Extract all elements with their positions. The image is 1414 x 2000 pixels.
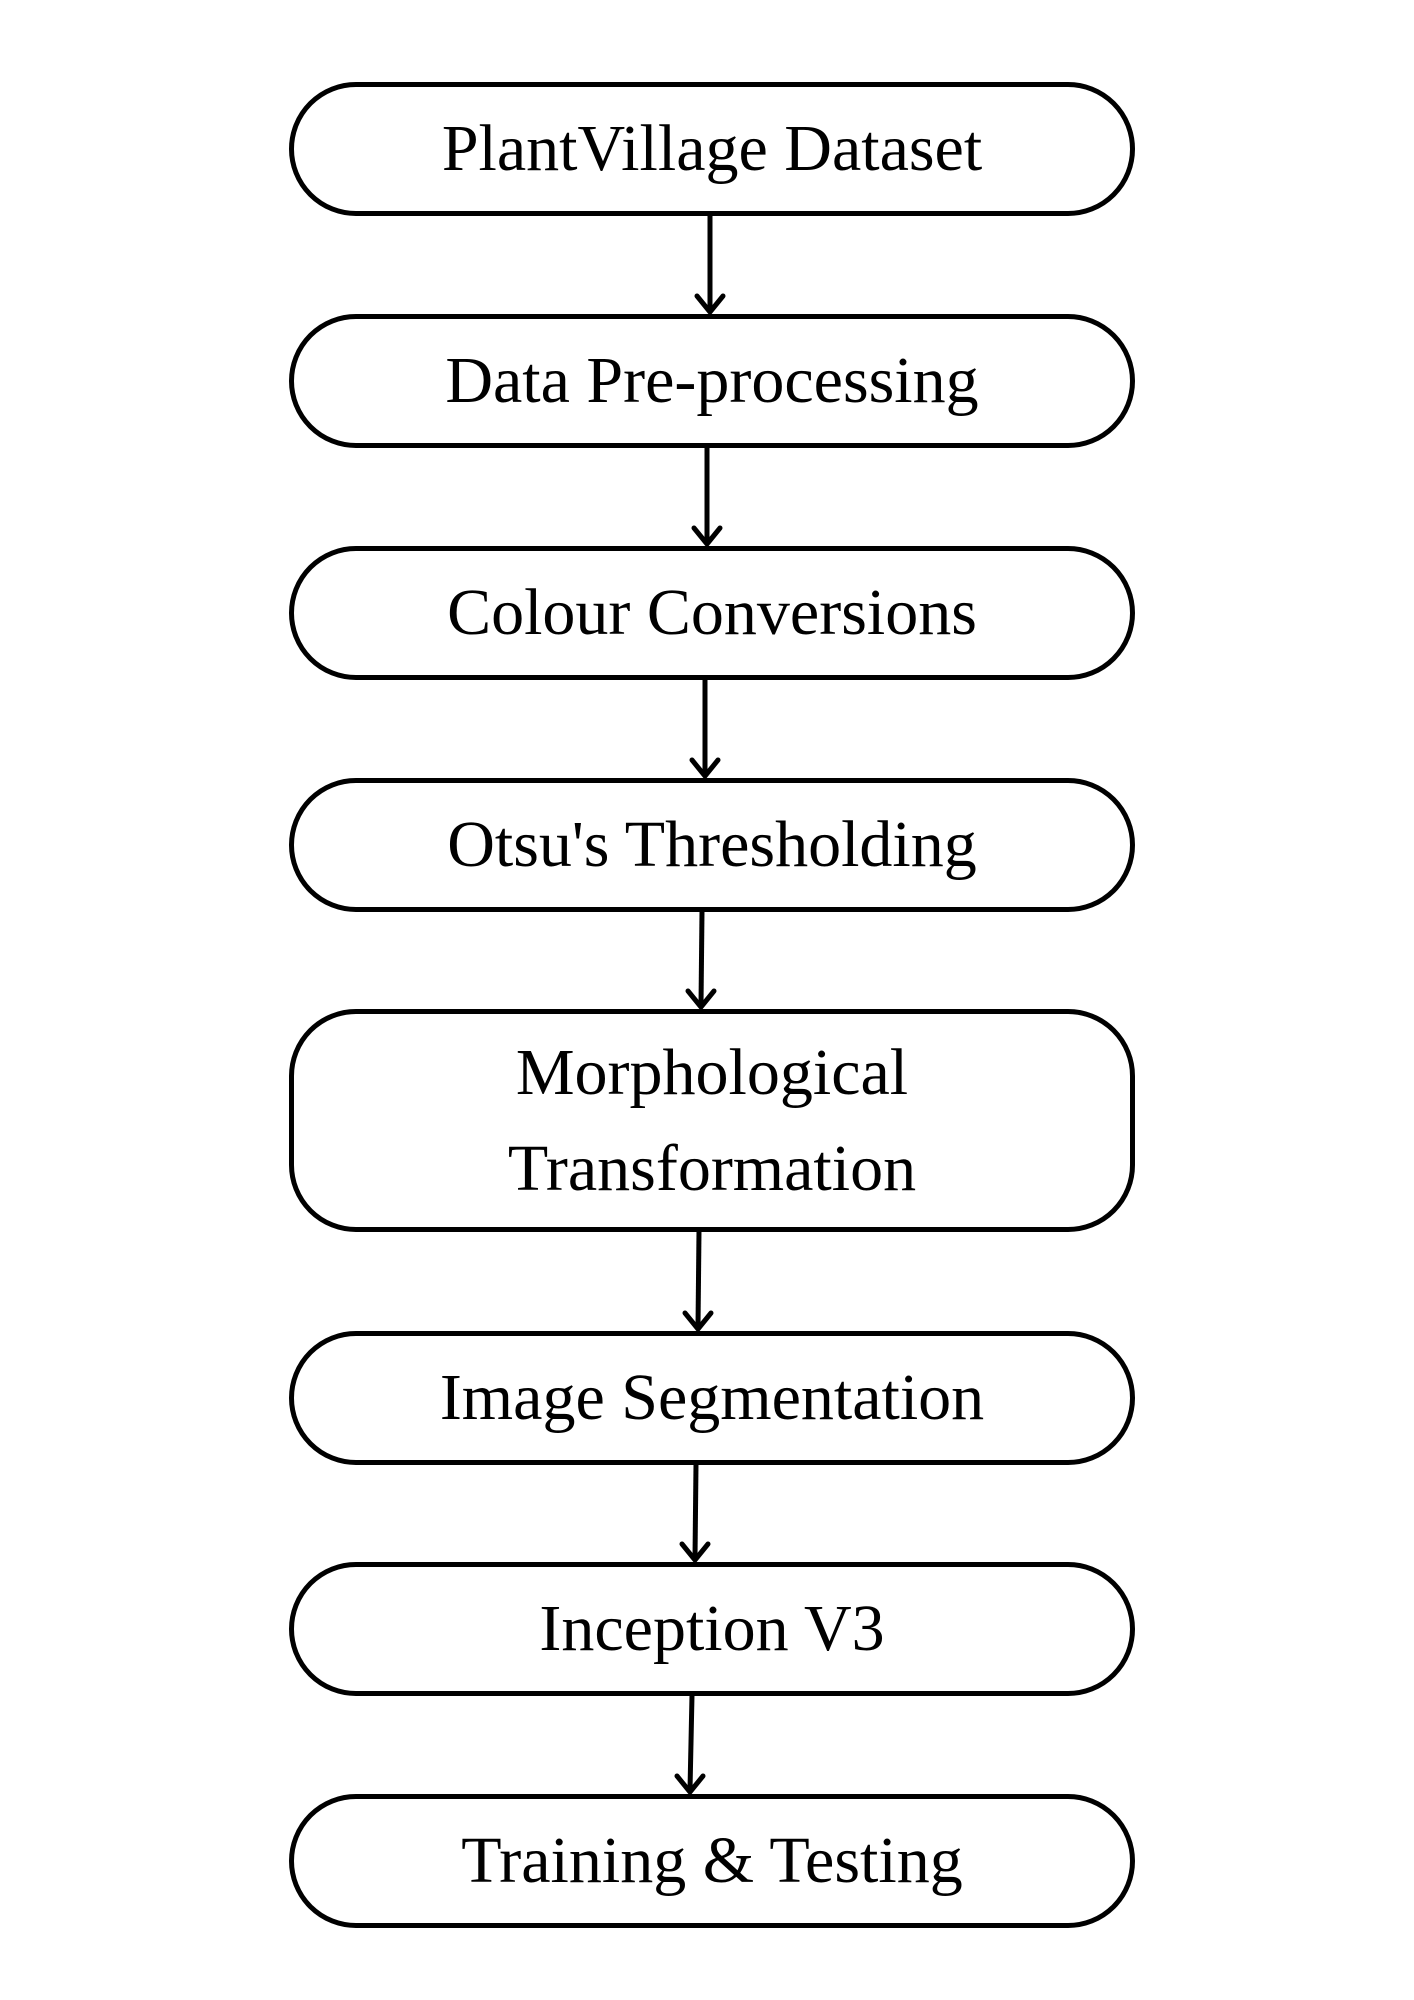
step-label: Otsu's Thresholding <box>447 808 977 881</box>
arrow-head <box>682 1310 714 1332</box>
step-morphological-transformation: Morphological Transformation <box>289 1009 1135 1232</box>
step-label: Inception V3 <box>539 1592 885 1665</box>
step-plantvillage-dataset: PlantVillage Dataset <box>289 82 1135 216</box>
step-training-testing: Training & Testing <box>289 1794 1135 1928</box>
connector-arrow <box>682 1230 714 1332</box>
arrow-head <box>685 988 717 1010</box>
connector-arrow <box>674 1694 706 1795</box>
connector-arrow <box>685 910 717 1010</box>
arrow-head <box>689 757 721 779</box>
connector-arrow <box>691 447 723 547</box>
step-label: Image Segmentation <box>439 1361 985 1434</box>
step-inception-v3: Inception V3 <box>289 1562 1135 1696</box>
arrow-head <box>691 525 723 547</box>
step-image-segmentation: Image Segmentation <box>289 1331 1135 1465</box>
arrow-shaft <box>698 910 705 1006</box>
connector-arrow <box>689 679 721 779</box>
step-label: Training & Testing <box>461 1824 963 1897</box>
arrow-shaft <box>692 1463 699 1559</box>
connector-arrow <box>694 215 726 315</box>
arrow-head <box>679 1541 711 1563</box>
step-otsu-thresholding: Otsu's Thresholding <box>289 778 1135 912</box>
arrow-shaft <box>695 1230 702 1328</box>
arrow-head <box>694 293 726 315</box>
step-colour-conversions: Colour Conversions <box>289 546 1135 680</box>
arrow-shaft <box>687 1694 695 1791</box>
arrow-head <box>674 1773 706 1795</box>
step-label: Colour Conversions <box>447 576 977 649</box>
step-label: PlantVillage Dataset <box>441 112 983 185</box>
connector-arrow <box>679 1463 711 1563</box>
step-label: Data Pre-processing <box>445 344 979 417</box>
step-label: Morphological Transformation <box>507 1035 917 1205</box>
step-data-preprocessing: Data Pre-processing <box>289 314 1135 448</box>
